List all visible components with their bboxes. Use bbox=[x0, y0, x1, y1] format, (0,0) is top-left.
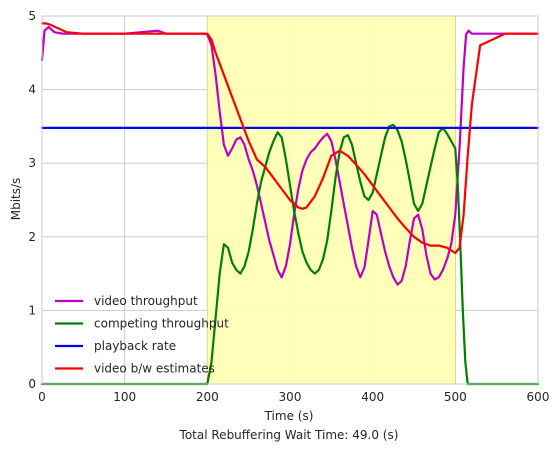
x-tick-label-3: 300 bbox=[279, 390, 302, 404]
x-tick-label-5: 500 bbox=[444, 390, 467, 404]
axes-layer: 0 100 200 300 400 500 600 0 1 2 3 4 5 bbox=[28, 9, 549, 404]
y-tick-label-0: 0 bbox=[28, 377, 36, 391]
series-line-1 bbox=[40, 123, 540, 386]
y-tick-label-4: 4 bbox=[28, 83, 36, 97]
y-tick-label-5: 5 bbox=[28, 9, 36, 23]
highlight-region-layer bbox=[206, 15, 456, 385]
legend-label-0: video throughput bbox=[94, 294, 198, 308]
legend-label-1: competing throughput bbox=[94, 317, 229, 331]
x-tick-label-0: 0 bbox=[38, 390, 46, 404]
y-axis-label: Mbits/s bbox=[9, 178, 23, 221]
y-tick-label-3: 3 bbox=[28, 156, 36, 170]
x-axis-label: Time (s) bbox=[264, 409, 314, 423]
x-tick-label-6: 600 bbox=[527, 390, 550, 404]
series-line-3 bbox=[40, 22, 540, 255]
x-tick-label-4: 400 bbox=[361, 390, 384, 404]
y-tick-label-2: 2 bbox=[28, 230, 36, 244]
legend-label-3: video b/w estimates bbox=[94, 362, 215, 376]
series-layer bbox=[40, 22, 540, 386]
y-tick-label-1: 1 bbox=[28, 303, 36, 317]
x-tick-label-1: 100 bbox=[113, 390, 136, 404]
series-line-0 bbox=[40, 25, 540, 286]
legend-label-2: playback rate bbox=[94, 339, 176, 353]
chart-caption: Total Rebuffering Wait Time: 49.0 (s) bbox=[179, 428, 399, 442]
highlight-region bbox=[206, 15, 456, 385]
plot-frame bbox=[41, 15, 539, 385]
x-tick-label-2: 200 bbox=[196, 390, 219, 404]
legend: video throughput competing throughput play… bbox=[55, 294, 229, 376]
